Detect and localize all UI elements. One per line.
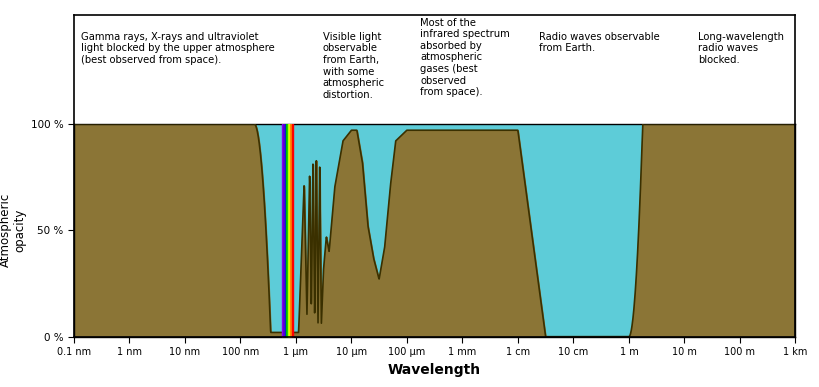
Text: Visible light
observable
from Earth,
with some
atmospheric
distortion.: Visible light observable from Earth, wit… <box>323 32 384 100</box>
X-axis label: Wavelength: Wavelength <box>387 363 481 377</box>
Text: Gamma rays, X-rays and ultraviolet
light blocked by the upper atmosphere
(best o: Gamma rays, X-rays and ultraviolet light… <box>81 32 274 65</box>
Text: Most of the
infrared spectrum
absorbed by
atmospheric
gases (best
observed
from : Most of the infrared spectrum absorbed b… <box>419 18 509 97</box>
Y-axis label: Atmospheric
opacity: Atmospheric opacity <box>0 193 26 267</box>
Text: Long-wavelength
radio waves
blocked.: Long-wavelength radio waves blocked. <box>697 32 783 65</box>
Text: Radio waves observable
from Earth.: Radio waves observable from Earth. <box>539 32 659 53</box>
